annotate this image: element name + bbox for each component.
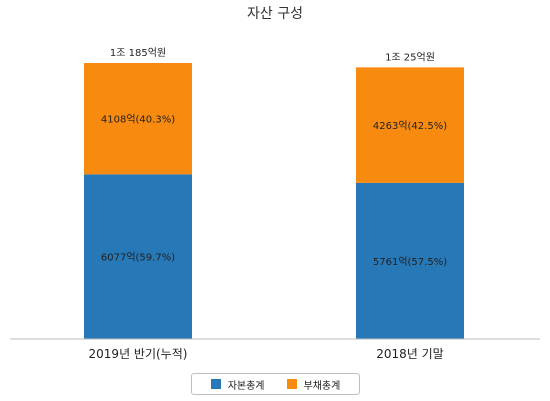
- legend-item-equity[interactable]: 자본총계: [210, 377, 265, 392]
- legend-swatch-equity: [210, 379, 221, 389]
- legend-label-equity: 자본총계: [227, 380, 265, 392]
- plot-area: 6077억(59.7%) 4108억(40.3%) 1조 185억원 2019년 반기…: [84, 47, 464, 361]
- legend-label-liabilities: 부채총계: [303, 380, 341, 392]
- legend: 자본총계 부채총계: [191, 373, 360, 395]
- category-label-2: 2018년 기말: [376, 347, 443, 361]
- legend-swatch-liabilities: [286, 379, 297, 389]
- bar-segment-equity-2[interactable]: [356, 182, 464, 339]
- data-label-equity-2: 5761억(57.5%): [373, 256, 447, 268]
- bar-segment-equity-1[interactable]: [84, 174, 192, 339]
- data-label-equity-1: 6077억(59.7%): [101, 252, 175, 264]
- data-label-liabilities-1: 4108억(40.3%): [101, 114, 175, 126]
- bar-segment-liabilities-2[interactable]: [356, 67, 464, 183]
- legend-item-liabilities[interactable]: 부채총계: [286, 377, 341, 392]
- chart-title: 자산 구성: [247, 6, 303, 22]
- total-label-1: 1조 185억원: [110, 47, 166, 59]
- bar-segment-liabilities-1[interactable]: [84, 63, 192, 175]
- category-label-1: 2019년 반기(누적): [89, 347, 188, 361]
- total-label-2: 1조 25억원: [385, 51, 435, 63]
- data-label-liabilities-2: 4263억(42.5%): [373, 120, 447, 132]
